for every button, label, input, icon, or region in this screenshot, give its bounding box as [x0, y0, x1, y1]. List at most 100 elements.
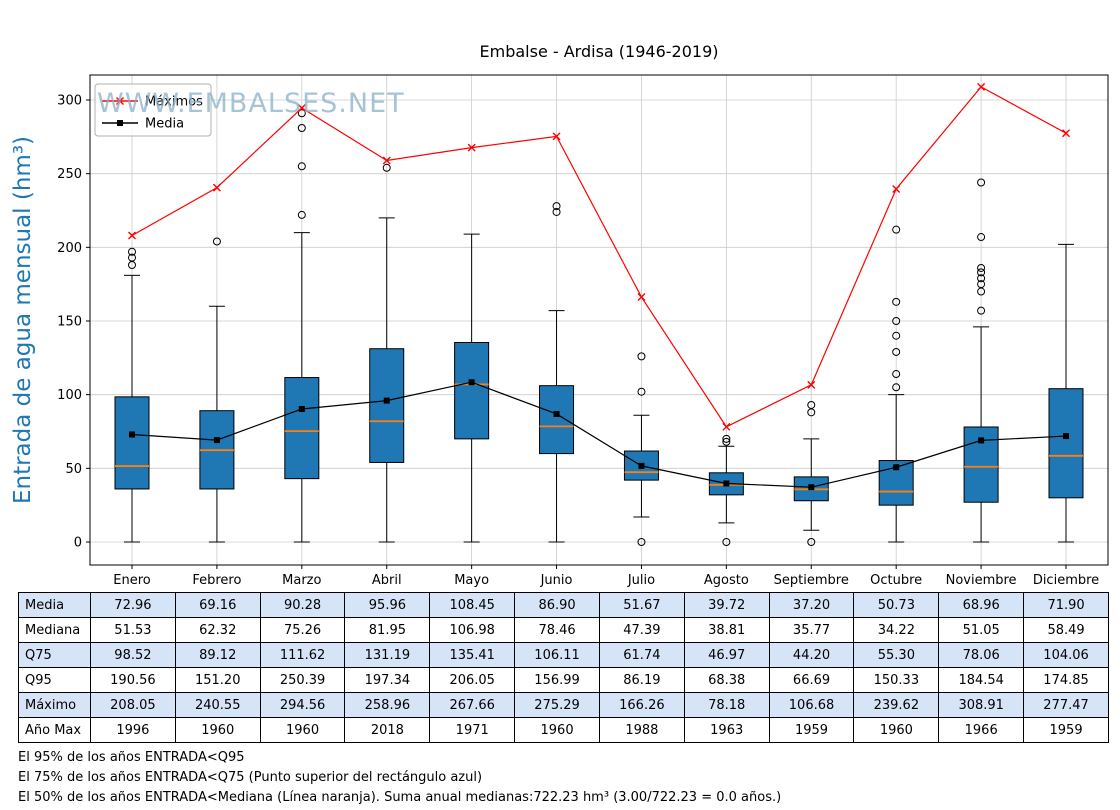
outlier-point	[892, 317, 901, 325]
outlier-point	[977, 178, 986, 187]
boxplot-octubre	[878, 225, 914, 543]
x-tick-label: Enero	[113, 573, 151, 588]
table-cell: 150.33	[853, 667, 940, 693]
table-cell: 1959	[1023, 717, 1109, 743]
table-cell: 38.81	[683, 617, 770, 643]
x-tick-label: Diciembre	[1033, 573, 1099, 588]
table-cell: 108.45	[429, 592, 516, 618]
table-cell: 51.05	[938, 617, 1025, 643]
y-tick-label: 50	[65, 462, 82, 477]
table-row: Mediana 51.53 62.32 75.26 81.95 106.98 78.46 47…	[18, 617, 1109, 643]
table-cell: 308.91	[938, 692, 1025, 718]
footer-note-q95: El 95% de los años ENTRADA<Q95	[18, 750, 245, 765]
legend-label: Media	[145, 117, 184, 132]
outlier-point	[722, 538, 731, 546]
x-tick-label: Septiembre	[774, 573, 849, 588]
table-cell: 1960	[853, 717, 940, 743]
table-cell: 98.52	[90, 642, 176, 668]
x-tick-label: Mayo	[454, 573, 489, 588]
table-cell: 156.99	[514, 667, 600, 693]
outlier-point	[977, 280, 986, 289]
table-cell: 71.90	[1023, 592, 1109, 618]
table-cell: 1960	[514, 717, 600, 743]
table-cell: 37.20	[768, 592, 855, 618]
outlier-point	[892, 347, 901, 356]
outlier-point	[722, 434, 731, 443]
boxplot-chart: 0 50 100 150 200 250 300 Enero Febrero Marzo Abril…	[10, 42, 1109, 588]
outlier-point	[977, 274, 986, 283]
outlier-point	[892, 225, 901, 234]
table-cell: 72.96	[90, 592, 176, 618]
table-cell: 44.20	[768, 642, 855, 668]
table-cell: 47.39	[598, 617, 685, 643]
boxplot-febrero	[199, 237, 235, 543]
table-cell: 1988	[598, 717, 685, 743]
table-cell: 250.39	[259, 667, 346, 693]
boxplot-abril	[369, 163, 405, 543]
outlier-point	[977, 306, 986, 315]
table-cell: 68.38	[683, 667, 770, 693]
table-cell: 90.28	[259, 592, 346, 618]
x-tick-label: Junio	[540, 573, 573, 588]
table-cell: 174.85	[1023, 667, 1109, 693]
outlier-point	[892, 331, 901, 340]
table-cell: 51.67	[598, 592, 685, 618]
outlier-point	[892, 297, 901, 306]
table-cell: 106.68	[768, 692, 855, 718]
footer-note-median: El 50% de los años ENTRADA<Mediana (Líne…	[18, 790, 782, 805]
outlier-point	[552, 207, 561, 216]
y-tick-label: 100	[57, 388, 82, 403]
table-row: Q95 190.56 151.20 250.39 197.34 206.05 156.99 8…	[18, 667, 1109, 693]
outlier-point	[977, 268, 986, 277]
outlier-point	[297, 109, 306, 118]
outlier-point	[637, 387, 646, 396]
table-cell: 89.12	[174, 642, 261, 668]
table-cell: 39.72	[683, 592, 770, 618]
outlier-point	[212, 237, 221, 246]
table-cell: 1963	[683, 717, 770, 743]
table-cell: 1971	[429, 717, 516, 743]
table-cell: 190.56	[90, 667, 176, 693]
table-cell: 75.26	[259, 617, 346, 643]
table-row-header: Q95	[18, 667, 91, 693]
legend: Máximos Media	[94, 83, 212, 137]
table-row: Máximo 208.05 240.55 294.56 258.96 267.66 275.…	[18, 692, 1109, 718]
table-cell: 184.54	[938, 667, 1025, 693]
legend-label: Máximos	[145, 95, 203, 110]
table-row: Año Max 1996 1960 1960 2018 1971 1960 1988 1963 1…	[18, 717, 1109, 743]
outlier-point	[128, 253, 136, 262]
table-cell: 78.46	[514, 617, 600, 643]
table-cell: 78.06	[938, 642, 1025, 668]
table-cell: 46.97	[683, 642, 770, 668]
outlier-point	[297, 162, 306, 171]
table-cell: 294.56	[259, 692, 346, 718]
x-tick-label: Abril	[372, 573, 402, 588]
table-row-header: Año Max	[18, 717, 91, 743]
table-row: Media 72.96 69.16 90.28 95.96 108.45 86.90 51.6…	[18, 592, 1109, 618]
x-tick-label: Julio	[627, 573, 655, 588]
table-cell: 66.69	[768, 667, 855, 693]
table-cell: 208.05	[90, 692, 176, 718]
stats-table-body: Media 72.96 69.16 90.28 95.96 108.45 86.90 51.6…	[18, 592, 1109, 743]
table-cell: 55.30	[853, 642, 940, 668]
table-cell: 61.74	[598, 642, 685, 668]
table-cell: 1959	[768, 717, 855, 743]
series-media	[129, 379, 1069, 491]
outlier-point	[297, 210, 306, 219]
table-row-header: Máximo	[18, 692, 91, 718]
table-cell: 239.62	[853, 692, 940, 718]
table-row-header: Q75	[18, 642, 91, 668]
x-tick-label: Noviembre	[946, 573, 1017, 588]
x-tick-label: Febrero	[192, 573, 241, 588]
outlier-point	[552, 202, 561, 211]
table-cell: 197.34	[344, 667, 431, 693]
table-cell: 68.96	[938, 592, 1025, 618]
table-row: Q75 98.52 89.12 111.62 131.19 135.41 106.11 61.…	[18, 642, 1109, 668]
table-cell: 1960	[259, 717, 346, 743]
outlier-point	[977, 263, 986, 272]
outlier-point	[382, 163, 391, 172]
footer-note-q75: El 75% de los años ENTRADA<Q75 (Punto su…	[18, 770, 483, 785]
table-cell: 95.96	[344, 592, 431, 618]
chart-title: Embalse - Ardisa (1946-2019)	[480, 42, 719, 61]
table-cell: 277.47	[1023, 692, 1109, 718]
